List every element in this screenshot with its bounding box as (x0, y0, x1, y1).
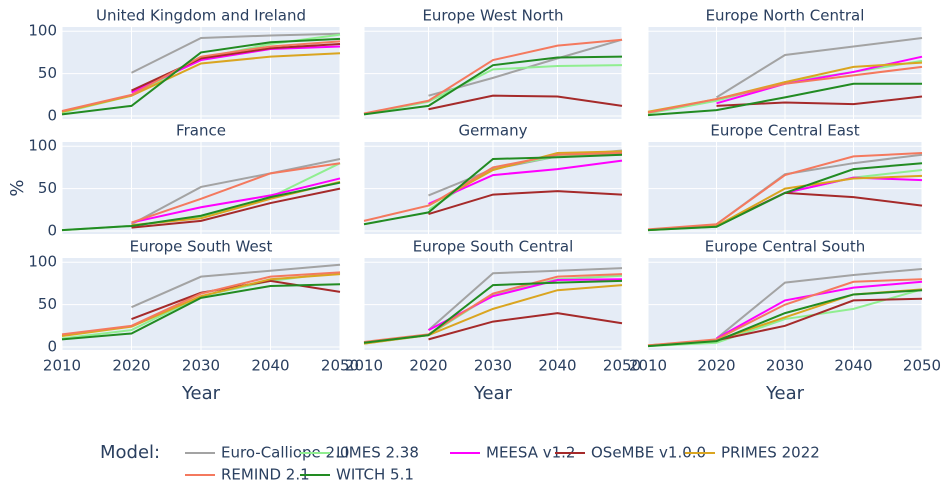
legend-label: LIMES 2.38 (336, 444, 419, 462)
x-tick-label: 2030 (766, 357, 804, 375)
y-tick-label: 100 (28, 22, 57, 40)
series-line (131, 32, 341, 74)
y-tick-label: 50 (38, 64, 57, 82)
series-line (428, 312, 623, 341)
x-axis-label: Year (473, 383, 513, 404)
legend-label: WITCH 5.1 (336, 466, 414, 484)
x-tick-label: 2020 (697, 357, 735, 375)
series-line (647, 288, 923, 348)
y-tick-label: 100 (28, 137, 57, 155)
series-line (428, 159, 623, 205)
subplot-title: Europe South Central (413, 238, 574, 256)
series-line (61, 271, 341, 336)
series-line (61, 273, 341, 338)
series-line (61, 40, 341, 112)
y-tick-label: 0 (47, 338, 57, 356)
subplot-title: Europe Central South (705, 238, 866, 256)
subplot-title: Europe Central East (710, 122, 859, 140)
legend-label: MEESA v1.2 (486, 444, 575, 462)
x-tick-label: 2020 (409, 357, 447, 375)
legend-label: PRIMES 2022 (721, 444, 820, 462)
legend-label: OSeMBE v1.0.0 (591, 444, 706, 462)
series-line (363, 38, 623, 115)
legend-label: REMIND 2.1 (221, 466, 310, 484)
series-line (131, 157, 341, 226)
series-line (131, 42, 341, 92)
x-tick-label: 2020 (112, 357, 150, 375)
subplot-title: Europe South West (130, 238, 273, 256)
series-line (647, 82, 922, 117)
series-line (427, 267, 623, 331)
y-axis-label: % (7, 179, 28, 196)
subplot-title: Germany (459, 122, 528, 140)
x-axis-label: Year (765, 383, 805, 404)
series-line (428, 94, 623, 111)
legend-label: Euro-Calliope 2.0 (221, 444, 349, 462)
subplot-title: Europe North Central (706, 7, 865, 25)
subplot-title: Europe West North (422, 7, 563, 25)
series-line (61, 181, 341, 232)
series-line (647, 152, 923, 231)
series-line (363, 152, 623, 222)
series-line (363, 279, 623, 344)
legend-title: Model: (100, 442, 160, 463)
series-line (131, 162, 341, 224)
subplot-title: France (176, 122, 226, 140)
series-line (61, 37, 341, 116)
x-tick-label: 2010 (43, 357, 81, 375)
y-tick-label: 50 (38, 179, 57, 197)
x-tick-label: 2050 (603, 357, 641, 375)
series-line (61, 283, 341, 341)
x-tick-label: 2050 (321, 357, 359, 375)
x-axis-label: Year (181, 383, 221, 404)
x-tick-label: 2010 (629, 357, 667, 375)
y-tick-label: 0 (47, 107, 57, 125)
y-tick-label: 50 (38, 295, 57, 313)
x-tick-label: 2040 (251, 357, 289, 375)
x-tick-label: 2030 (474, 357, 512, 375)
series-line (131, 263, 341, 309)
x-tick-label: 2030 (182, 357, 220, 375)
series-line (428, 190, 623, 216)
x-tick-label: 2040 (834, 357, 872, 375)
x-tick-label: 2040 (538, 357, 576, 375)
y-tick-label: 100 (28, 253, 57, 271)
x-tick-label: 2010 (345, 357, 383, 375)
series-line (715, 37, 923, 99)
series-line (363, 153, 623, 226)
series-line (647, 65, 923, 114)
series-line (131, 177, 341, 224)
series-line (647, 278, 923, 347)
series-line (131, 187, 341, 229)
series-line (363, 55, 623, 116)
subplot-title: United Kingdom and Ireland (96, 7, 306, 25)
x-tick-label: 2050 (903, 357, 941, 375)
y-tick-label: 0 (47, 222, 57, 240)
series-line (647, 289, 923, 348)
series-line (716, 297, 923, 342)
series-line (715, 268, 923, 340)
series-line (647, 162, 923, 232)
